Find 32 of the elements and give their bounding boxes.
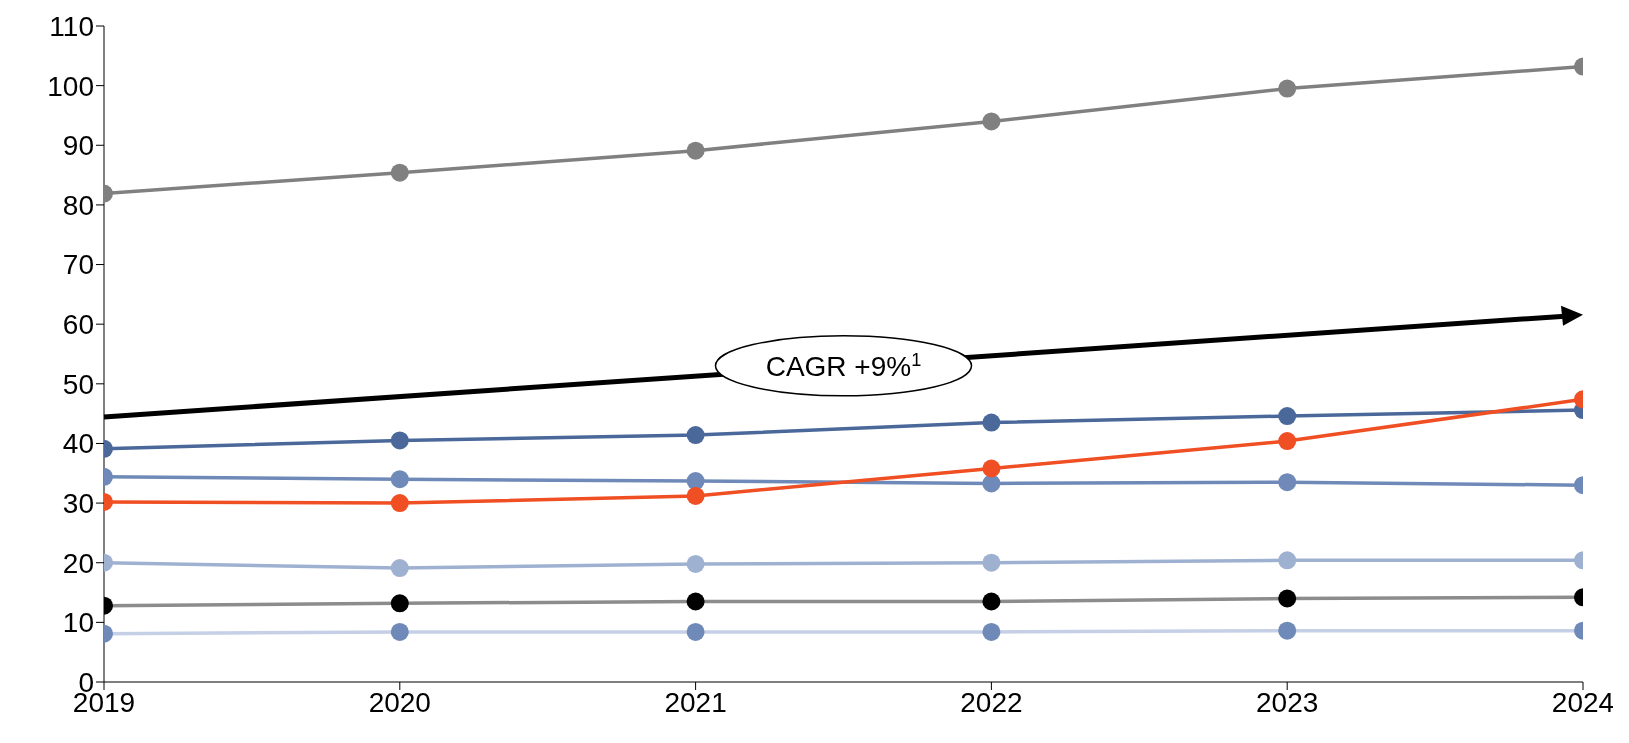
x-tick-label: 2021	[664, 686, 727, 718]
point	[686, 486, 705, 505]
annotation: CAGR +9%$^{1}$	[765, 349, 922, 382]
point	[982, 622, 1001, 641]
x-tick-label: 2022	[960, 686, 1023, 718]
y-tick-label: 80	[62, 189, 94, 221]
y-tick-label: 30	[62, 488, 94, 520]
x-tick-label: 2020	[368, 686, 431, 718]
point	[982, 459, 1001, 478]
y-tick-label: 60	[62, 309, 94, 341]
y-tick-label: 40	[62, 428, 94, 460]
y-tick-label: 20	[62, 547, 94, 579]
oval-callout: CAGR +9%$^{1}$	[714, 335, 973, 397]
point	[982, 592, 1001, 611]
point	[982, 112, 1001, 131]
point	[982, 553, 1001, 572]
y-tick-label: 50	[62, 368, 94, 400]
point	[686, 472, 705, 491]
point	[686, 426, 705, 445]
point	[686, 554, 705, 573]
y-tick-label: 110	[49, 10, 94, 42]
point	[686, 592, 705, 611]
point	[686, 141, 705, 160]
y-tick-label: 10	[62, 607, 94, 639]
point	[982, 413, 1001, 432]
y-tick-label: 90	[62, 130, 94, 162]
y-tick-label: 100	[47, 70, 94, 102]
x-tick-label: 2024	[1551, 686, 1615, 718]
y-tick-label: 70	[62, 249, 94, 281]
point	[982, 474, 1001, 493]
point	[686, 622, 705, 641]
x-tick-label: 2023	[1256, 686, 1319, 718]
